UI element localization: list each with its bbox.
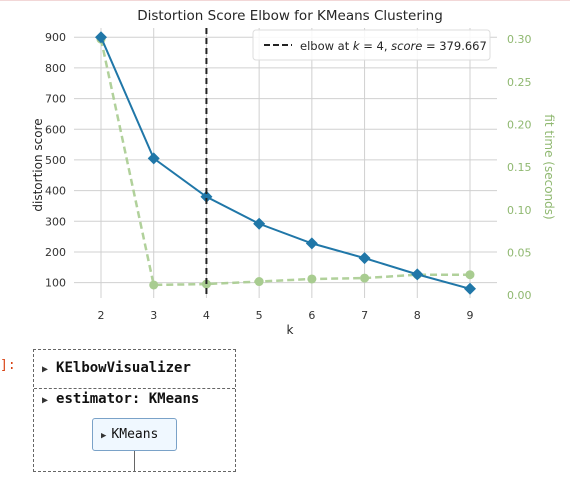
y-tick-label: 600 xyxy=(45,123,66,136)
kmeans-toggle[interactable]: ▶ KMeans xyxy=(92,418,177,451)
fit-time-point xyxy=(201,279,211,289)
distortion-point xyxy=(305,237,318,250)
fit-time-point xyxy=(360,273,370,283)
kmeans-label: KMeans xyxy=(111,427,159,442)
x-tick-label: 3 xyxy=(150,309,157,322)
distortion-point xyxy=(200,190,213,203)
triangle-right-icon: ▶ xyxy=(42,364,49,375)
x-tick-label: 4 xyxy=(203,309,210,322)
y-axis-label: distortion score xyxy=(31,118,45,211)
cell-prompt: ]: xyxy=(0,358,16,373)
x-tick-label: 2 xyxy=(98,309,105,322)
distortion-point xyxy=(411,268,424,281)
distortion-point xyxy=(147,152,160,165)
x-axis-label: k xyxy=(287,323,294,337)
fit-time-point xyxy=(465,270,475,280)
x-tick-label: 7 xyxy=(361,309,368,322)
distortion-line xyxy=(100,36,471,290)
triangle-right-icon: ▶ xyxy=(101,431,107,441)
y2-tick-label: 0.00 xyxy=(507,289,532,302)
x-tick-labels: 2 3 4 5 6 7 8 9 xyxy=(98,309,474,322)
y-tick-label: 500 xyxy=(45,154,66,167)
y2-axis-label: fit time (seconds) xyxy=(542,114,556,219)
legend-box xyxy=(252,29,491,61)
x-tick-label: 5 xyxy=(256,309,263,322)
fit-time-point xyxy=(254,277,264,287)
y2-tick-label: 0.10 xyxy=(507,204,532,217)
distortion-point xyxy=(95,31,107,44)
widget-separator xyxy=(34,388,235,389)
x-tick-label: 6 xyxy=(308,309,315,322)
visualizer-label: KElbowVisualizer xyxy=(56,360,191,376)
distortion-point xyxy=(358,252,371,265)
y2-tick-label: 0.05 xyxy=(507,247,532,260)
kmeans-connector xyxy=(134,451,135,471)
cell-top-rule xyxy=(0,0,570,1)
x-tick-label: 8 xyxy=(414,309,421,322)
y2-tick-label: 0.30 xyxy=(507,33,532,46)
y-tick-label: 100 xyxy=(45,277,66,290)
y-tick-label: 700 xyxy=(45,93,66,106)
y-tick-labels: 100 200 300 400 500 600 700 800 900 xyxy=(45,31,66,289)
y2-tick-label: 0.15 xyxy=(507,161,532,174)
x-gridlines xyxy=(100,28,471,298)
y-tick-label: 300 xyxy=(45,215,66,228)
fit-time-point xyxy=(149,280,159,290)
estimator-widget: ▶ KElbowVisualizer ▶ estimator: KMeans ▶ KM… xyxy=(33,349,236,472)
y2-tick-labels: 0.00 0.05 0.10 0.15 0.20 0.25 0.30 xyxy=(507,33,532,302)
triangle-right-icon: ▶ xyxy=(42,395,49,406)
y-tick-label: 200 xyxy=(45,246,66,259)
distortion-point xyxy=(253,217,266,230)
legend: elbow at k = 4, score = 379.667 xyxy=(252,29,491,61)
distortion-point xyxy=(464,282,476,295)
legend-label: elbow at k = 4, score = 379.667 xyxy=(300,39,487,53)
y-gridlines xyxy=(74,36,497,284)
x-tick-label: 9 xyxy=(467,309,474,322)
fit-time-point xyxy=(307,274,317,284)
y2-tick-label: 0.20 xyxy=(507,118,532,131)
y2-tick-label: 0.25 xyxy=(507,76,532,89)
chart-title: Distortion Score Elbow for KMeans Cluste… xyxy=(137,8,443,24)
estimator-label: estimator: KMeans xyxy=(56,391,200,407)
visualizer-toggle[interactable]: ▶ KElbowVisualizer xyxy=(42,360,191,376)
series-layer xyxy=(95,31,476,295)
estimator-toggle[interactable]: ▶ estimator: KMeans xyxy=(42,391,199,407)
y-tick-label: 900 xyxy=(45,31,66,44)
y-tick-label: 800 xyxy=(45,62,66,75)
y-tick-label: 400 xyxy=(45,185,66,198)
fit-time-line xyxy=(99,38,470,287)
elbow-chart: 2 3 4 5 6 7 8 9 100 200 300 400 500 600 700 800 900 0.0… xyxy=(31,8,556,337)
